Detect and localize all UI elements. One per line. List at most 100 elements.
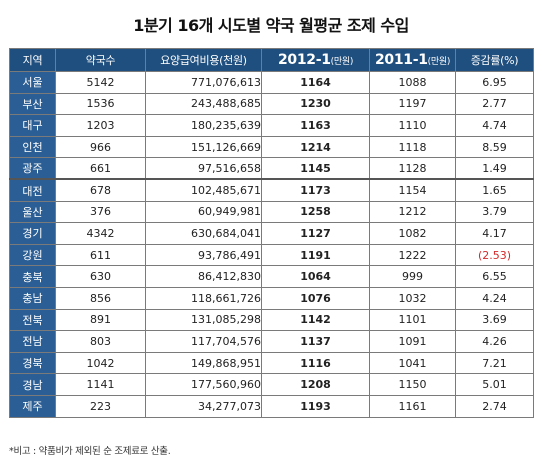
cell-cost: 771,076,613 — [145, 71, 262, 94]
header-row: 지역 약국수 요양급여비용(천원) 2012-1(만원) 2011-1(만원) … — [9, 48, 534, 72]
cell-pharmacies: 803 — [55, 330, 146, 353]
footnote: *비고 : 약품비가 제외된 순 조제료로 산출. — [9, 446, 171, 457]
cell-pharmacies: 1536 — [55, 92, 146, 116]
cell-rate: 4.26 — [455, 330, 534, 353]
cell-pharmacies: 661 — [55, 157, 146, 180]
row-region-label: 경북 — [9, 351, 56, 375]
cell-rate: 5.01 — [455, 373, 534, 396]
cell-2012: 1193 — [261, 394, 370, 418]
cell-2012: 1116 — [261, 351, 370, 375]
chart-title: 1분기 16개 시도별 약국 월평균 조제 수입 — [133, 16, 409, 35]
row-region-label: 충북 — [9, 265, 56, 288]
cell-2011: 1161 — [369, 394, 456, 418]
cell-cost: 97,516,658 — [145, 157, 262, 180]
col-header-region: 지역 — [9, 48, 56, 72]
cell-rate: 7.21 — [455, 351, 534, 375]
cell-2012: 1208 — [261, 373, 370, 396]
cell-2011: 1091 — [369, 330, 456, 353]
cell-cost: 117,704,576 — [145, 330, 262, 353]
cell-pharmacies: 1042 — [55, 351, 146, 375]
row-region-label: 울산 — [9, 200, 56, 224]
cell-cost: 102,485,671 — [145, 178, 262, 202]
col-header-cost: 요양급여비용(천원) — [145, 48, 262, 72]
cell-rate: 1.49 — [455, 157, 534, 180]
row-region-label: 경기 — [9, 222, 56, 245]
cell-pharmacies: 223 — [55, 394, 146, 418]
cell-cost: 131,085,298 — [145, 308, 262, 332]
cell-2011: 1222 — [369, 243, 456, 267]
cell-2012: 1173 — [261, 178, 370, 202]
cell-pharmacies: 1141 — [55, 373, 146, 396]
cell-2012: 1137 — [261, 330, 370, 353]
table-row: 경남 1141 177,560,960 1208 1150 5.01 — [9, 373, 534, 396]
cell-2012: 1214 — [261, 135, 370, 159]
cell-2012: 1127 — [261, 222, 370, 245]
cell-pharmacies: 5142 — [55, 71, 146, 94]
table-row: 서울 5142 771,076,613 1164 1088 6.95 — [9, 71, 534, 94]
row-region-label: 강원 — [9, 243, 56, 267]
cell-2012: 1191 — [261, 243, 370, 267]
row-region-label: 대구 — [9, 114, 56, 137]
cell-2011: 1110 — [369, 114, 456, 137]
table-row: 제주 223 34,277,073 1193 1161 2.74 — [9, 394, 534, 418]
table-row: 울산 376 60,949,981 1258 1212 3.79 — [9, 200, 534, 224]
table-row: 부산 1536 243,488,685 1230 1197 2.77 — [9, 92, 534, 116]
cell-2011: 1101 — [369, 308, 456, 332]
cell-rate: 4.17 — [455, 222, 534, 245]
cell-2011: 1118 — [369, 135, 456, 159]
cell-pharmacies: 611 — [55, 243, 146, 267]
cell-2011: 1128 — [369, 157, 456, 180]
row-region-label: 제주 — [9, 394, 56, 418]
cell-rate: 3.69 — [455, 308, 534, 332]
cell-cost: 86,412,830 — [145, 265, 262, 288]
cell-pharmacies: 4342 — [55, 222, 146, 245]
cell-2012: 1145 — [261, 157, 370, 180]
table-body: 서울 5142 771,076,613 1164 1088 6.95 부산 1536 243,4… — [9, 71, 534, 418]
cell-2012: 1064 — [261, 265, 370, 288]
table-row: 강원 611 93,786,491 1191 1222 (2.53) — [9, 243, 534, 267]
cell-cost: 93,786,491 — [145, 243, 262, 267]
row-region-label: 전남 — [9, 330, 56, 353]
col-header-2012: 2012-1(만원) — [261, 48, 370, 72]
cell-cost: 118,661,726 — [145, 286, 262, 310]
table-row: 충남 856 118,661,726 1076 1032 4.24 — [9, 286, 534, 310]
cell-rate: 6.95 — [455, 71, 534, 94]
cell-cost: 60,949,981 — [145, 200, 262, 224]
cell-cost: 149,868,951 — [145, 351, 262, 375]
cell-cost: 630,684,041 — [145, 222, 262, 245]
cell-2011: 1197 — [369, 92, 456, 116]
cell-rate: 6.55 — [455, 265, 534, 288]
cell-cost: 177,560,960 — [145, 373, 262, 396]
cell-2011: 1082 — [369, 222, 456, 245]
cell-2012: 1230 — [261, 92, 370, 116]
cell-2012: 1142 — [261, 308, 370, 332]
cell-cost: 243,488,685 — [145, 92, 262, 116]
row-region-label: 전북 — [9, 308, 56, 332]
cell-2011: 999 — [369, 265, 456, 288]
cell-rate: 8.59 — [455, 135, 534, 159]
data-table: 지역 약국수 요양급여비용(천원) 2012-1(만원) 2011-1(만원) … — [9, 48, 534, 418]
cell-2012: 1164 — [261, 71, 370, 94]
cell-cost: 151,126,669 — [145, 135, 262, 159]
cell-2011: 1032 — [369, 286, 456, 310]
row-region-label: 인천 — [9, 135, 56, 159]
cell-pharmacies: 891 — [55, 308, 146, 332]
row-region-label: 광주 — [9, 157, 56, 180]
cell-2011: 1150 — [369, 373, 456, 396]
table-row: 경기 4342 630,684,041 1127 1082 4.17 — [9, 222, 534, 245]
cell-rate: (2.53) — [455, 243, 534, 267]
cell-rate: 4.74 — [455, 114, 534, 137]
cell-rate: 4.24 — [455, 286, 534, 310]
cell-pharmacies: 1203 — [55, 114, 146, 137]
table-row: 전남 803 117,704,576 1137 1091 4.26 — [9, 330, 534, 353]
table-row: 경북 1042 149,868,951 1116 1041 7.21 — [9, 351, 534, 375]
table-row: 전북 891 131,085,298 1142 1101 3.69 — [9, 308, 534, 332]
cell-2011: 1041 — [369, 351, 456, 375]
table-row: 광주 661 97,516,658 1145 1128 1.49 — [9, 157, 534, 180]
row-region-label: 부산 — [9, 92, 56, 116]
table-row: 대구 1203 180,235,639 1163 1110 4.74 — [9, 114, 534, 137]
cell-pharmacies: 966 — [55, 135, 146, 159]
cell-pharmacies: 678 — [55, 178, 146, 202]
cell-pharmacies: 376 — [55, 200, 146, 224]
row-region-label: 대전 — [9, 178, 56, 202]
